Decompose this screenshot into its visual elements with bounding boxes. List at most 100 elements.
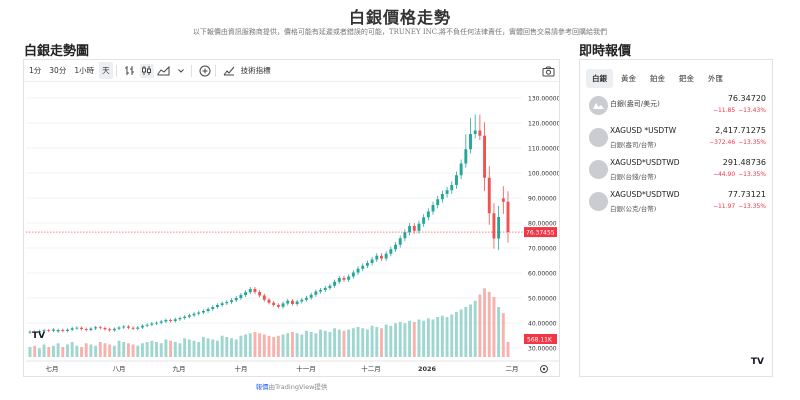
x-tick-label: 十一月 — [296, 364, 316, 373]
silver-logo-icon — [589, 192, 608, 211]
price-chart[interactable]: 130.00000 120.00000 110.00000 100.00000 90.0… — [24, 83, 559, 377]
settings-gear-icon-center — [542, 367, 546, 371]
volume-bar — [239, 335, 243, 357]
indicators-button[interactable]: 技術指標 — [240, 66, 271, 75]
volume-bar — [464, 307, 468, 357]
candle-body — [290, 300, 294, 304]
candle-body — [394, 244, 397, 250]
volume-bar — [459, 309, 463, 357]
quote-subtitle: 白銀(盎司/台幣) — [610, 141, 657, 149]
volume-bar — [215, 340, 219, 357]
quote-change: −372.46 −13.35% — [709, 139, 766, 146]
volume-bar — [66, 344, 69, 357]
volume-bar — [305, 330, 308, 357]
volume-bar — [501, 313, 505, 357]
quote-subtitle: 白銀(公克/台幣) — [610, 205, 657, 213]
candles-icon[interactable] — [139, 63, 154, 78]
volume-bar — [450, 314, 454, 357]
volume-bar — [445, 317, 449, 357]
quote-row[interactable]: 白銀(盎司/美元) 76.34720 −11.85 −13.43% — [588, 93, 766, 122]
y-tick-label: 50.00000 — [528, 296, 557, 303]
candle-body — [501, 198, 505, 202]
candle-body — [403, 232, 407, 239]
quote-name: 白銀(盎司/美元) — [610, 100, 660, 108]
volume-bar — [80, 347, 84, 357]
candle-body — [66, 329, 69, 331]
quote-row[interactable]: XAGUSD*USDTWD 白銀(公克/台幣) 77.73121 −11.97 … — [588, 189, 766, 218]
candle-body — [370, 259, 374, 263]
volume-bar — [192, 340, 196, 357]
last-price-badge — [524, 227, 557, 238]
candle-body — [469, 134, 472, 150]
x-tick-label: 2026 — [418, 365, 437, 373]
volume-bar — [183, 338, 187, 357]
volume-bar — [295, 333, 299, 357]
candle-body — [169, 320, 173, 321]
interval-day-button[interactable]: 天 — [99, 62, 113, 79]
quote-row[interactable]: XAGUSD*USDTWD 白銀(台錢/台幣) 291.48736 −44.90… — [588, 157, 766, 186]
volume-bar — [70, 342, 74, 357]
quote-section-title: 即時報價 — [579, 44, 632, 59]
candle-body — [389, 249, 393, 254]
volume-bar — [440, 315, 444, 357]
area-style-icon[interactable] — [157, 64, 171, 78]
volume-bar — [398, 322, 402, 357]
settings-gear-icon[interactable] — [540, 365, 548, 373]
volume-bar — [361, 328, 365, 357]
volume-bar — [473, 300, 477, 357]
interval-1hour-button[interactable]: 1小時 — [74, 66, 95, 75]
volume-bar — [506, 342, 510, 357]
disclaimer-text: 以下報價由資訊服務商提供，價格可能有延遲或者錯誤的可能，TRUNEY INC.將… — [192, 28, 608, 36]
volume-bar — [230, 338, 233, 357]
volume-bar — [169, 340, 173, 357]
indicators-icon[interactable] — [222, 64, 236, 78]
volume-bar — [98, 342, 102, 357]
candle-body — [131, 327, 135, 329]
volume-bar — [492, 297, 496, 357]
y-tick-label: 70.00000 — [528, 246, 557, 253]
volume-bar — [89, 344, 93, 357]
candle-body — [267, 299, 271, 303]
bar-style-icon[interactable] — [123, 64, 137, 78]
candle-body — [347, 276, 351, 280]
candle-body — [412, 226, 416, 231]
quote-credit-link[interactable]: 報價 — [255, 383, 269, 391]
camera-icon[interactable] — [541, 64, 555, 78]
toolbar-divider — [190, 64, 192, 77]
volume-bar — [234, 339, 238, 357]
quote-subtitle: 白銀(台錢/台幣) — [610, 173, 657, 181]
volume-bar — [272, 337, 276, 357]
candle-body — [141, 325, 144, 328]
interval-30min-button[interactable]: 30分 — [49, 66, 67, 75]
y-tick-label: 100.00000 — [528, 171, 559, 178]
chevron-down-icon[interactable] — [174, 64, 188, 78]
quote-tab-silver[interactable]: 白銀 — [586, 69, 613, 88]
candle-body — [375, 255, 379, 260]
candle-body — [497, 217, 501, 239]
candle-body — [187, 315, 191, 317]
x-tick-label: 十二月 — [361, 364, 381, 373]
quote-tab-gold[interactable]: 黃金 — [621, 74, 636, 83]
volume-bar — [206, 338, 210, 357]
volume-bar — [333, 328, 337, 357]
volume-bar — [323, 330, 327, 357]
candle-body — [51, 329, 55, 331]
volume-bar — [417, 319, 421, 357]
candle-body — [248, 289, 252, 293]
add-compare-icon[interactable] — [198, 64, 212, 78]
volume-bar — [262, 334, 266, 357]
volume-bar — [436, 317, 440, 357]
quote-row[interactable]: XAGUSD *USDTW 白銀(盎司/台幣) 2,417.71275 −372… — [588, 125, 766, 154]
volume-bar — [136, 345, 140, 357]
candle-body — [201, 311, 205, 313]
x-tick-label: 八月 — [113, 365, 126, 373]
candle-body — [47, 330, 51, 332]
volume-label: 568.11K — [527, 337, 553, 344]
quote-tab-palladium[interactable]: 鈀金 — [679, 74, 694, 83]
volume-bar — [347, 329, 351, 357]
quote-tab-platinum[interactable]: 鉑金 — [650, 74, 665, 83]
quote-tab-forex[interactable]: 外匯 — [708, 74, 723, 83]
candle-body — [333, 281, 337, 286]
interval-1min-button[interactable]: 1分 — [29, 66, 42, 75]
page-title: 白銀價格走勢 — [348, 8, 451, 27]
